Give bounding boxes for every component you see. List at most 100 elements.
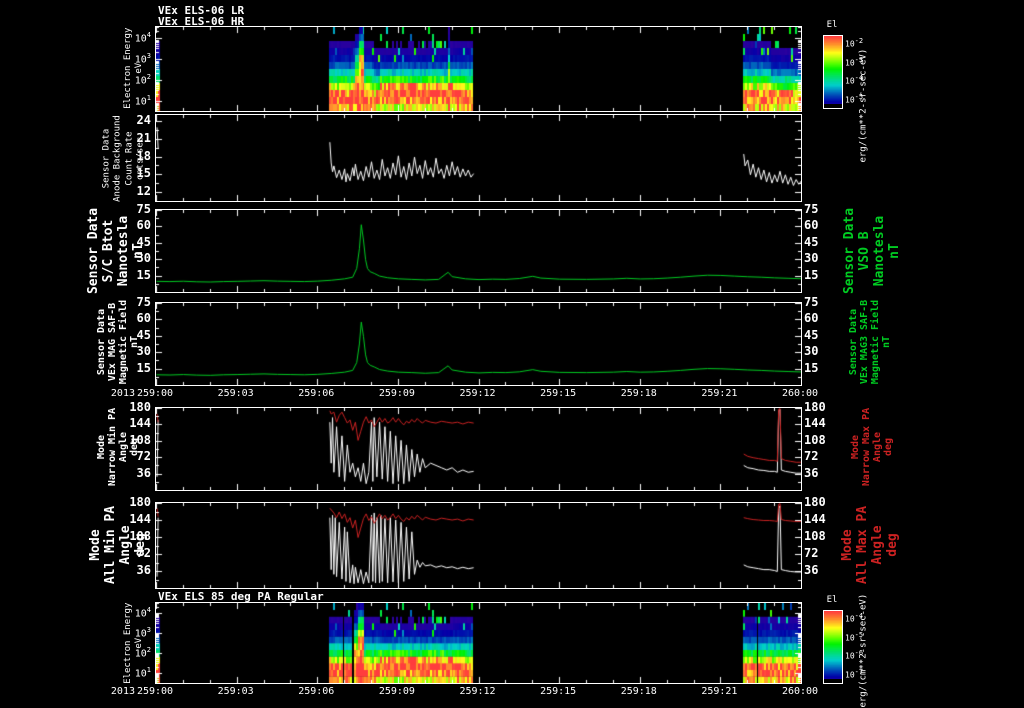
mag-field-panel bbox=[155, 302, 802, 386]
y-tick-label: 15 bbox=[804, 360, 819, 375]
x-tick-label: 259:03 bbox=[217, 686, 254, 697]
x-tick-label: 259:12 bbox=[459, 388, 496, 399]
line-plot-canvas bbox=[156, 210, 801, 292]
y-tick-label: 36 bbox=[804, 465, 819, 480]
x-tick-label: 259:06 bbox=[298, 388, 335, 399]
y-tick-label: 144 bbox=[804, 512, 826, 526]
colorbar-tick-label: 10-4 bbox=[845, 74, 864, 86]
y-tick-label: 18 bbox=[136, 148, 151, 163]
colorbar-tick-label: 10-3 bbox=[845, 55, 864, 68]
x-tick-label: 259:12 bbox=[459, 686, 496, 697]
y-tick-label: 60 bbox=[804, 218, 819, 233]
y-tick-label: 180 bbox=[804, 400, 826, 414]
colorbar-unit-bottom: erg/(cm**2-sr-sec-eV) bbox=[858, 593, 869, 708]
x-tick-label: 259:09 bbox=[378, 388, 415, 399]
x-tick-label: 259:09 bbox=[378, 686, 415, 697]
colorbar-bottom bbox=[823, 610, 843, 684]
y-tick-label: 72 bbox=[804, 449, 819, 464]
y-tick-label: 60 bbox=[804, 311, 819, 326]
line-plot-canvas bbox=[156, 115, 801, 201]
spectrogram-canvas bbox=[156, 603, 801, 683]
y-tick-label: 103 bbox=[134, 51, 151, 65]
y-tick-label: 15 bbox=[136, 360, 151, 375]
x-tick-label: 259:06 bbox=[298, 686, 335, 697]
panel1-title-line2: VEx ELS-06 HR bbox=[158, 15, 245, 28]
y-tick-label: 108 bbox=[804, 432, 826, 447]
colorbar-tick-label: 10-5 bbox=[845, 93, 864, 105]
y-tick-label: 144 bbox=[129, 416, 151, 431]
y-tick-label: 180 bbox=[129, 495, 151, 509]
x-tick-label: 259:00 bbox=[136, 388, 174, 399]
year-label-middle: 2013 bbox=[110, 388, 135, 399]
y-tick-label: 24 bbox=[136, 112, 151, 127]
colorbar-gradient bbox=[824, 36, 842, 104]
x-tick-label: 259:21 bbox=[701, 388, 738, 399]
line-plot-canvas bbox=[156, 503, 801, 588]
y-tick-label: 144 bbox=[129, 512, 151, 526]
y-tick-label: 30 bbox=[804, 251, 819, 266]
y-tick-label: 72 bbox=[136, 449, 151, 464]
colorbar-tick-label: 10-5 bbox=[845, 630, 864, 643]
colorbar-title-top: El bbox=[826, 20, 838, 30]
line-plot-canvas bbox=[156, 303, 801, 385]
btot-panel bbox=[155, 209, 802, 293]
y-tick-label: 60 bbox=[136, 218, 151, 233]
y-tick-label: 72 bbox=[804, 546, 819, 560]
y-tick-label: 180 bbox=[804, 495, 826, 509]
y-tick-label: 101 bbox=[134, 666, 151, 680]
y-tick-label: 15 bbox=[136, 166, 151, 181]
x-tick-label: 260:00 bbox=[781, 686, 819, 697]
yaxis-label-all-max-pa: Mode All Max PA Angle deg bbox=[840, 505, 900, 585]
y-tick-label: 36 bbox=[804, 563, 819, 577]
spectrogram-panel-els-top bbox=[155, 26, 802, 112]
y-tick-label: 101 bbox=[134, 93, 151, 107]
y-tick-label: 21 bbox=[136, 130, 151, 145]
y-tick-label: 12 bbox=[136, 184, 151, 199]
y-tick-label: 108 bbox=[804, 529, 826, 543]
y-tick-label: 103 bbox=[134, 626, 151, 640]
y-tick-label: 45 bbox=[136, 327, 151, 342]
y-tick-label: 36 bbox=[136, 563, 151, 577]
y-tick-label: 30 bbox=[136, 251, 151, 266]
y-tick-label: 45 bbox=[136, 234, 151, 249]
y-tick-label: 36 bbox=[136, 465, 151, 480]
spectrogram-canvas bbox=[156, 27, 801, 111]
y-tick-label: 45 bbox=[804, 234, 819, 249]
spectrogram-panel-els-bottom bbox=[155, 602, 802, 684]
colorbar-top bbox=[823, 35, 843, 109]
colorbar-tick-label: 10-7 bbox=[845, 668, 864, 680]
colorbar-title-bottom: El bbox=[826, 595, 838, 605]
x-tick-label: 259:18 bbox=[620, 388, 657, 399]
y-tick-label: 45 bbox=[804, 327, 819, 342]
colorbar-unit-top: erg/(cm**2-sr-sec-eV) bbox=[858, 48, 869, 163]
panel7-title: VEx ELS 85 deg PA Regular bbox=[158, 590, 324, 603]
y-tick-label: 180 bbox=[129, 400, 151, 414]
y-tick-label: 104 bbox=[134, 30, 151, 44]
y-tick-label: 75 bbox=[804, 202, 819, 216]
x-tick-label: 259:18 bbox=[620, 686, 657, 697]
y-tick-label: 102 bbox=[134, 646, 151, 660]
y-tick-label: 30 bbox=[804, 344, 819, 359]
colorbar-tick-label: 10-6 bbox=[845, 649, 864, 661]
y-tick-label: 144 bbox=[804, 416, 826, 431]
y-tick-label: 102 bbox=[134, 72, 151, 86]
year-label-bottom: 2013 bbox=[110, 686, 135, 697]
y-tick-label: 60 bbox=[136, 311, 151, 326]
y-tick-label: 75 bbox=[136, 202, 151, 216]
x-tick-label: 260:00 bbox=[781, 388, 819, 399]
colorbar-tick-label: 10-4 bbox=[845, 612, 864, 624]
all-pitch-angle-panel bbox=[155, 502, 802, 589]
narrow-pitch-angle-panel bbox=[155, 407, 802, 491]
line-plot-canvas bbox=[156, 408, 801, 490]
panel1-title-line1: VEx ELS-06 LR bbox=[158, 4, 245, 17]
y-tick-label: 75 bbox=[804, 295, 819, 309]
y-tick-label: 108 bbox=[129, 529, 151, 543]
y-tick-label: 30 bbox=[136, 344, 151, 359]
x-tick-label: 259:15 bbox=[540, 686, 577, 697]
y-tick-label: 104 bbox=[134, 606, 151, 620]
count-rate-panel bbox=[155, 114, 802, 202]
y-tick-label: 108 bbox=[129, 432, 151, 447]
colorbar-gradient bbox=[824, 611, 842, 679]
y-tick-label: 72 bbox=[136, 546, 151, 560]
